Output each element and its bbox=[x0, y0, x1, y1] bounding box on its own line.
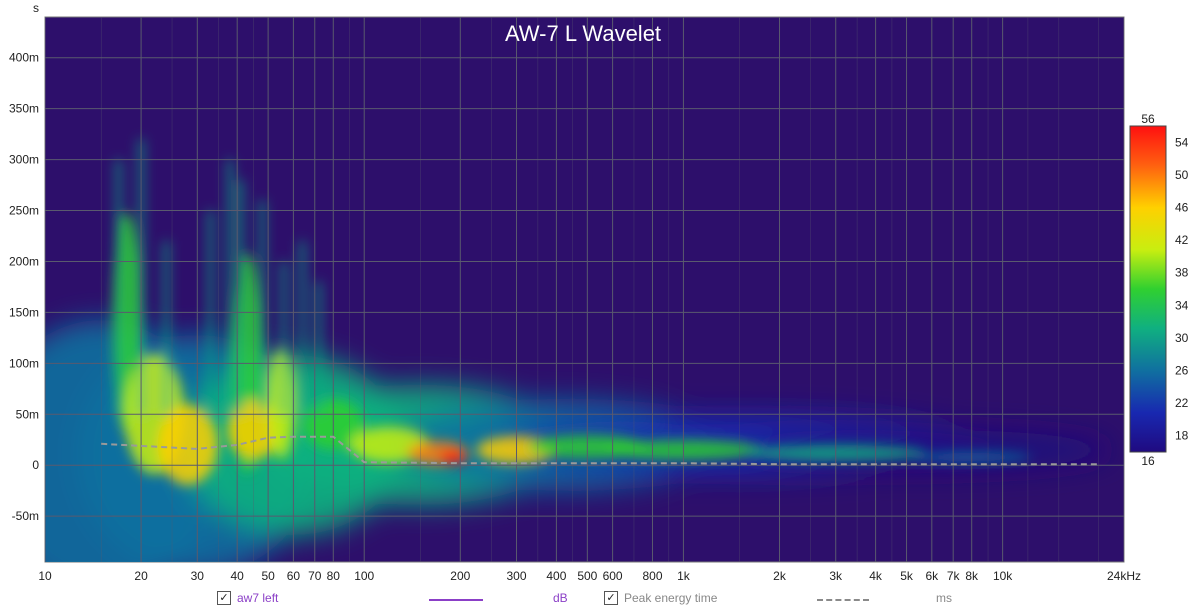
aw7-left-checkbox[interactable]: ✓ bbox=[217, 591, 231, 605]
x-tick-label: 300 bbox=[506, 569, 526, 583]
colorbar-label: 16 bbox=[1141, 454, 1155, 468]
colorbar-label: 50 bbox=[1175, 168, 1189, 182]
resonance-streak bbox=[163, 241, 170, 415]
x-tick-label: 100 bbox=[354, 569, 374, 583]
unit-label-ms: ms bbox=[936, 591, 952, 605]
x-tick-label: 6k bbox=[925, 569, 939, 583]
x-tick-label: 3k bbox=[829, 569, 843, 583]
x-tick-label: 30 bbox=[191, 569, 205, 583]
x-tick-label: 8k bbox=[965, 569, 979, 583]
x-axis-ticks: 10 20 30 40 50 60 70 80 100 200 300 400 500 600 800 1k 2… bbox=[38, 569, 1141, 583]
y-tick-label: 350m bbox=[9, 102, 39, 116]
legend-item-peak-energy-time[interactable]: ✓ Peak energy time bbox=[604, 591, 717, 605]
unit-label-db: dB bbox=[553, 591, 568, 605]
heat-blob bbox=[157, 404, 218, 485]
x-tick-label: 1k bbox=[677, 569, 691, 583]
colorbar-label: 26 bbox=[1175, 364, 1189, 378]
y-axis-unit: s bbox=[33, 1, 39, 15]
grid bbox=[45, 17, 1124, 562]
x-tick-label: 70 bbox=[308, 569, 322, 583]
colorbar-label: 34 bbox=[1175, 298, 1189, 312]
resonance-streak bbox=[259, 200, 266, 415]
colorbar-label: 22 bbox=[1175, 396, 1189, 410]
colorbar-label: 30 bbox=[1175, 331, 1189, 345]
chart-title: AW-7 L Wavelet bbox=[505, 21, 661, 46]
x-tick-label: 10 bbox=[38, 569, 52, 583]
x-tick-label: 40 bbox=[231, 569, 245, 583]
resonance-streak bbox=[315, 281, 322, 415]
y-tick-label: 50m bbox=[16, 407, 39, 421]
heat-blob bbox=[439, 450, 468, 465]
x-tick-label: 80 bbox=[327, 569, 341, 583]
x-tick-label: 24kHz bbox=[1107, 569, 1141, 583]
x-tick-label: 10k bbox=[993, 569, 1013, 583]
colorbar-label: 54 bbox=[1175, 135, 1189, 149]
colorbar: 56 54 50 46 42 38 34 30 26 22 18 16 bbox=[1129, 112, 1189, 468]
x-tick-label: 60 bbox=[287, 569, 301, 583]
peak-energy-time-curve bbox=[101, 435, 1099, 466]
y-tick-label: 100m bbox=[9, 356, 39, 370]
legend-unit-db: dB bbox=[553, 591, 568, 605]
colorbar-label: 42 bbox=[1175, 233, 1189, 247]
x-tick-label: 500 bbox=[577, 569, 597, 583]
y-axis-ticks: -50m 0 50m 100m 150m 200m 250m 300m 350m 400m bbox=[9, 51, 39, 523]
peak-energy-line bbox=[101, 435, 1099, 466]
legend-swatch-peak-energy-time bbox=[817, 599, 869, 601]
x-tick-label: 2k bbox=[773, 569, 787, 583]
colorbar-gradient bbox=[1129, 125, 1167, 453]
x-tick-label: 800 bbox=[642, 569, 662, 583]
y-tick-label: 400m bbox=[9, 51, 39, 65]
y-tick-label: 0 bbox=[32, 458, 39, 472]
resonance-streak bbox=[299, 241, 306, 415]
colorbar-label: 18 bbox=[1175, 429, 1189, 443]
resonance-streak bbox=[227, 159, 234, 415]
colorbar-label: 56 bbox=[1141, 112, 1155, 126]
colorbar-label: 38 bbox=[1175, 266, 1189, 280]
x-tick-label: 200 bbox=[450, 569, 470, 583]
y-tick-label: 250m bbox=[9, 204, 39, 218]
resonance-streak bbox=[115, 159, 122, 415]
y-tick-label: 150m bbox=[9, 305, 39, 319]
y-tick-label: 200m bbox=[9, 254, 39, 268]
legend-swatch-aw7-left bbox=[429, 599, 483, 601]
x-tick-label: 4k bbox=[869, 569, 883, 583]
legend-label-aw7-left: aw7 left bbox=[237, 591, 279, 605]
y-tick-label: 300m bbox=[9, 153, 39, 167]
x-tick-label: 5k bbox=[900, 569, 914, 583]
x-tick-label: 50 bbox=[261, 569, 275, 583]
x-tick-label: 20 bbox=[134, 569, 148, 583]
x-tick-label: 600 bbox=[603, 569, 623, 583]
resonance-streak bbox=[280, 261, 287, 415]
legend: ✓ aw7 left dB ✓ Peak energy time ms bbox=[0, 591, 1200, 611]
legend-label-peak-energy-time: Peak energy time bbox=[624, 591, 718, 605]
y-tick-label: -50m bbox=[12, 509, 39, 523]
resonance-streak bbox=[237, 179, 244, 415]
legend-item-aw7-left[interactable]: ✓ aw7 left bbox=[217, 591, 278, 605]
legend-unit-ms: ms bbox=[936, 591, 952, 605]
x-tick-label: 400 bbox=[546, 569, 566, 583]
peak-energy-time-checkbox[interactable]: ✓ bbox=[604, 591, 618, 605]
x-tick-label: 7k bbox=[947, 569, 961, 583]
colorbar-label: 46 bbox=[1175, 201, 1189, 215]
